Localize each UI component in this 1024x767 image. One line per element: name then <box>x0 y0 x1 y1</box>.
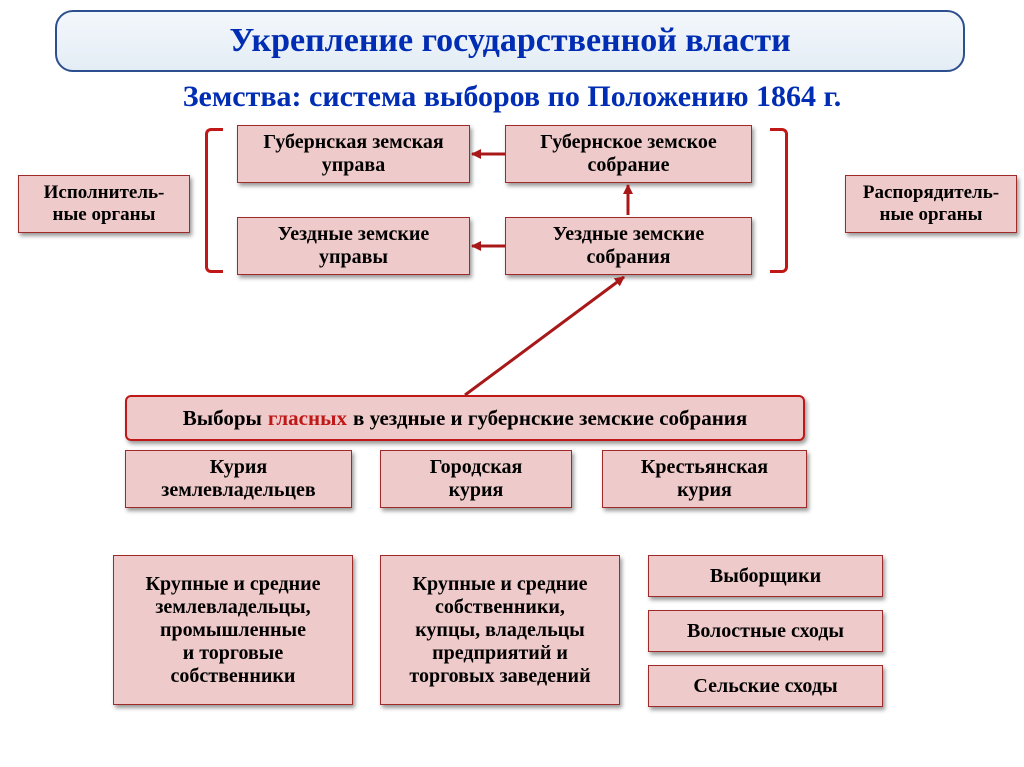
village-text: Сельские сходы <box>693 675 837 698</box>
provincial-uprava-box: Губернская земская управа <box>237 125 470 183</box>
kuria-city-box: Городская курия <box>380 450 572 508</box>
bracket-right <box>770 128 788 273</box>
elections-header-box: Выборы гласных в уездные и губернские зе… <box>125 395 805 441</box>
district-uprava-box: Уездные земские управы <box>237 217 470 275</box>
district-assembly-text: Уездные земские собрания <box>553 223 705 269</box>
village-box: Сельские сходы <box>648 665 883 707</box>
volost-text: Волостные сходы <box>687 620 844 643</box>
kuria-landowners-box: Курия землевладельцев <box>125 450 352 508</box>
landowners-detail-box: Крупные и средние землевладельцы, промыш… <box>113 555 353 705</box>
electors-text: Выборщики <box>710 565 821 588</box>
bracket-left <box>205 128 223 273</box>
volost-box: Волостные сходы <box>648 610 883 652</box>
executive-organs-label: Исполнитель- ные органы <box>18 175 190 233</box>
kuria-city-text: Городская курия <box>430 456 523 502</box>
executive-organs-text: Исполнитель- ные органы <box>44 182 165 226</box>
main-title: Укрепление государственной власти <box>55 10 965 72</box>
landowners-detail-text: Крупные и средние землевладельцы, промыш… <box>145 573 320 688</box>
provincial-assembly-text: Губернское земское собрание <box>540 131 717 177</box>
kuria-peasant-box: Крестьянская курия <box>602 450 807 508</box>
city-detail-box: Крупные и средние собственники, купцы, в… <box>380 555 620 705</box>
kuria-landowners-text: Курия землевладельцев <box>161 456 315 502</box>
provincial-uprava-text: Губернская земская управа <box>263 131 443 177</box>
elections-highlight: гласных <box>268 406 347 431</box>
city-detail-text: Крупные и средние собственники, купцы, в… <box>409 573 590 688</box>
district-assembly-box: Уездные земские собрания <box>505 217 752 275</box>
electors-box: Выборщики <box>648 555 883 597</box>
elections-pre: Выборы <box>183 406 262 431</box>
title-text: Укрепление государственной власти <box>229 22 790 60</box>
provincial-assembly-box: Губернское земское собрание <box>505 125 752 183</box>
kuria-peasant-text: Крестьянская курия <box>641 456 768 502</box>
elections-post: в уездные и губернские земские собрания <box>353 406 747 431</box>
governing-organs-text: Распорядитель- ные органы <box>863 182 999 226</box>
governing-organs-label: Распорядитель- ные органы <box>845 175 1017 233</box>
district-uprava-text: Уездные земские управы <box>278 223 430 269</box>
subtitle: Земства: система выборов по Положению 18… <box>0 80 1024 114</box>
